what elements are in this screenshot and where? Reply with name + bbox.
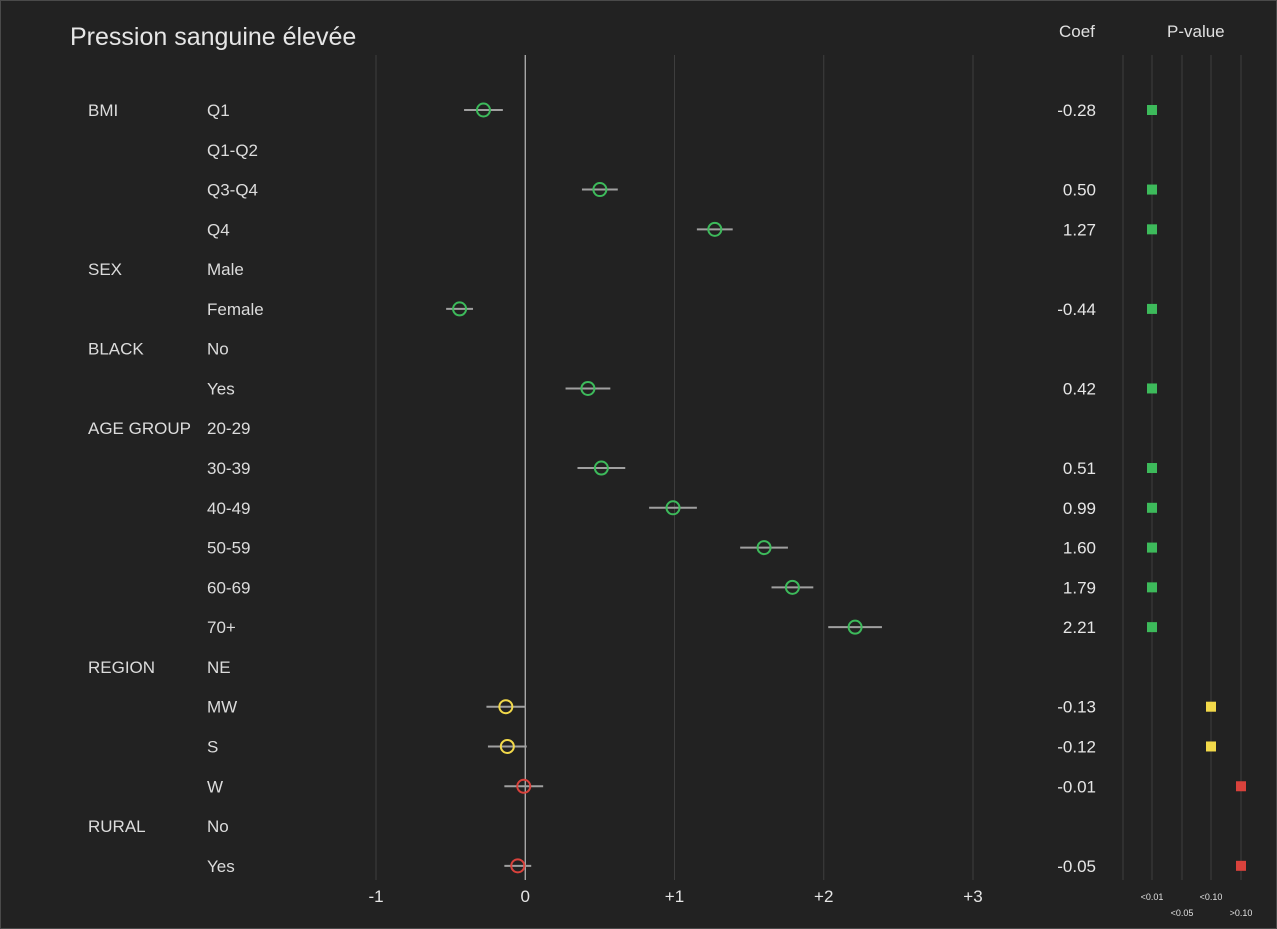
- level-label: S: [207, 737, 218, 756]
- level-label: Male: [207, 260, 244, 279]
- coef-value: 0.51: [1063, 459, 1096, 478]
- coef-value: -0.44: [1057, 300, 1096, 319]
- level-label: No: [207, 340, 229, 359]
- pvalue-bin-label: <0.01: [1141, 892, 1164, 902]
- coef-value: 2.21: [1063, 618, 1096, 637]
- group-label: SEX: [88, 260, 122, 279]
- pvalue-marker: [1206, 741, 1216, 752]
- pvalue-marker: [1147, 105, 1157, 115]
- coef-value: -0.13: [1057, 698, 1096, 717]
- pvalue-marker: [1147, 542, 1157, 553]
- chart-title: Pression sanguine élevée: [70, 23, 357, 51]
- coef-value: -0.05: [1057, 857, 1096, 876]
- x-tick-label: -1: [368, 887, 383, 906]
- level-label: MW: [207, 698, 237, 717]
- coefficient-point: [516, 778, 532, 794]
- pvalue-marker: [1147, 463, 1157, 474]
- coefficient-point: [665, 500, 681, 516]
- level-label: Q3-Q4: [207, 181, 258, 200]
- pvalue-marker: [1147, 582, 1157, 593]
- level-label: W: [207, 777, 223, 796]
- x-tick-label: +2: [814, 887, 833, 906]
- coefficient-point: [592, 182, 608, 198]
- group-label: BLACK: [88, 340, 144, 359]
- level-label: 30-39: [207, 459, 250, 478]
- level-label: 50-59: [207, 539, 250, 558]
- coefficient-point: [452, 301, 468, 317]
- pvalue-marker: [1147, 303, 1157, 314]
- pvalue-column-header: P-value: [1167, 22, 1225, 41]
- pvalue-marker: [1147, 383, 1157, 394]
- level-label: 70+: [207, 618, 236, 637]
- pvalue-marker: [1147, 622, 1157, 633]
- pvalue-marker: [1147, 184, 1157, 195]
- pvalue-bin-label: >0.10: [1230, 908, 1253, 918]
- coefficient-point: [499, 738, 515, 754]
- x-tick-label: 0: [521, 887, 530, 906]
- level-label: 40-49: [207, 499, 250, 518]
- pvalue-marker: [1236, 860, 1246, 871]
- level-label: 20-29: [207, 419, 250, 438]
- pvalue-marker: [1206, 701, 1216, 712]
- coefficient-point: [510, 858, 526, 874]
- level-label: Q1: [207, 101, 230, 120]
- coef-value: 0.50: [1063, 181, 1096, 200]
- coef-value: 1.79: [1063, 578, 1096, 597]
- pvalue-marker: [1147, 502, 1157, 513]
- coef-value: 1.27: [1063, 220, 1096, 239]
- pvalue-marker: [1147, 224, 1157, 235]
- pvalue-bin-label: <0.10: [1200, 892, 1223, 902]
- level-label: No: [207, 817, 229, 836]
- level-label: Female: [207, 300, 264, 319]
- coefficient-point: [593, 460, 609, 476]
- level-label: Yes: [207, 857, 235, 876]
- coef-column-header: Coef: [1059, 22, 1095, 41]
- level-label: Yes: [207, 379, 235, 398]
- coef-value: 0.99: [1063, 499, 1096, 518]
- coefficient-point: [707, 221, 723, 237]
- coefficient-point: [784, 579, 800, 595]
- coef-value: -0.28: [1057, 101, 1096, 120]
- coefficient-point: [847, 619, 863, 635]
- coef-value: 0.42: [1063, 379, 1096, 398]
- group-label: AGE GROUP: [88, 419, 191, 438]
- level-label: Q4: [207, 220, 230, 239]
- group-label: REGION: [88, 658, 155, 677]
- coefficient-point: [756, 540, 772, 556]
- coefficient-point: [580, 380, 596, 396]
- x-tick-label: +3: [963, 887, 982, 906]
- coef-value: -0.12: [1057, 737, 1096, 756]
- pvalue-bin-label: <0.05: [1171, 908, 1194, 918]
- group-label: BMI: [88, 101, 118, 120]
- coef-value: -0.01: [1057, 777, 1096, 796]
- level-label: 60-69: [207, 578, 250, 597]
- pvalue-marker: [1236, 781, 1246, 792]
- level-label: Q1-Q2: [207, 141, 258, 160]
- x-tick-label: +1: [665, 887, 684, 906]
- coefficient-point: [475, 102, 491, 118]
- coefficient-point: [498, 699, 514, 715]
- coef-value: 1.60: [1063, 539, 1096, 558]
- group-label: RURAL: [88, 817, 146, 836]
- level-label: NE: [207, 658, 231, 677]
